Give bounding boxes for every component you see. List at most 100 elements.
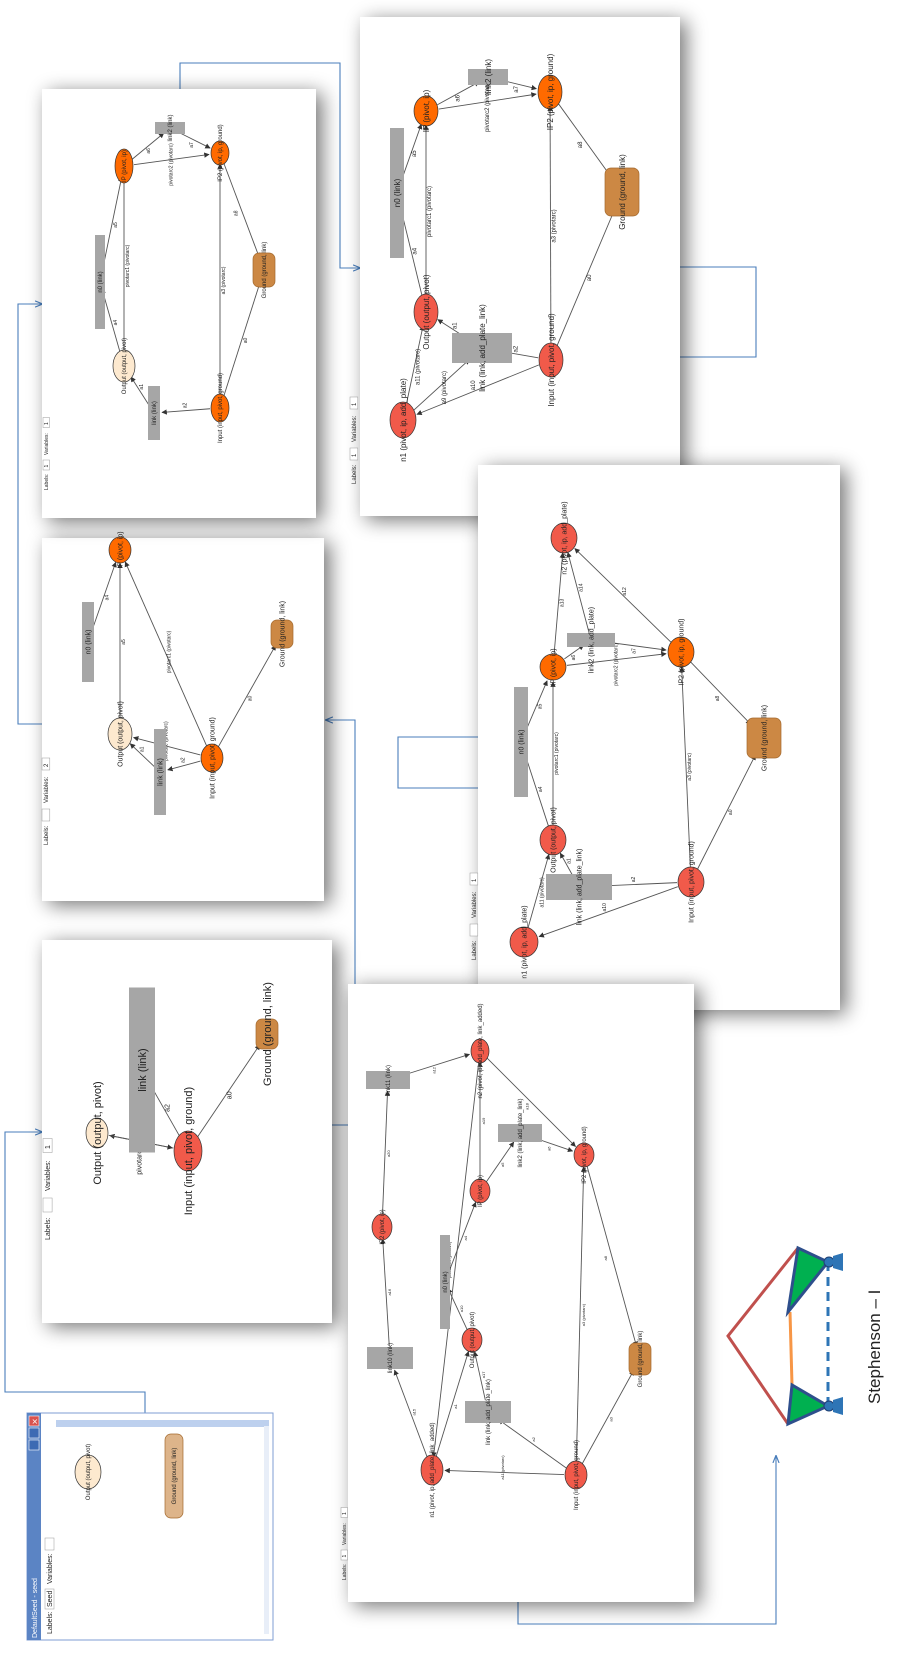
link-node[interactable] xyxy=(567,633,615,647)
variables-caption: Variables: xyxy=(45,1160,52,1191)
pivot-node[interactable] xyxy=(85,1117,109,1149)
variables-value: 1 xyxy=(472,878,478,882)
node-label: Input (input, pivot, ground) xyxy=(688,841,695,923)
pivot-node[interactable] xyxy=(74,1454,102,1490)
node-label: IP (pivot, ip) xyxy=(117,531,124,568)
node-label: IP (pivot, ip) xyxy=(550,648,557,685)
edge-label: a19 xyxy=(481,1117,486,1124)
labels-field[interactable] xyxy=(349,447,359,461)
edge-label: a8 xyxy=(715,696,721,702)
ground-node[interactable] xyxy=(270,619,294,649)
edge-p2-5 xyxy=(124,561,208,748)
pivot-node[interactable] xyxy=(550,522,578,554)
variables-field[interactable] xyxy=(42,417,50,428)
vertical-scrollbar[interactable] xyxy=(264,1426,269,1634)
close-button[interactable] xyxy=(28,1415,40,1427)
labels-field[interactable] xyxy=(42,1197,53,1213)
link-node[interactable] xyxy=(390,128,404,258)
edge-label: a11 (pivotarc) xyxy=(539,877,545,908)
pivot-node[interactable] xyxy=(564,1460,588,1490)
link-node[interactable] xyxy=(366,1071,410,1089)
graph-p5: a13 a14 a12 a6 a7 a5 a8 a4 a1 a2 a0 a10 a11 (pivotar… xyxy=(469,501,782,979)
pivot-node[interactable] xyxy=(173,1130,203,1172)
pivot-node[interactable] xyxy=(537,74,563,110)
maximize-button[interactable] xyxy=(28,1427,40,1439)
ground-node[interactable] xyxy=(164,1433,184,1519)
link-node[interactable] xyxy=(465,1401,511,1423)
pivot-node[interactable] xyxy=(469,1178,491,1204)
pivot-node[interactable] xyxy=(539,824,567,856)
labels-field[interactable] xyxy=(469,923,479,937)
node-label: link (link) xyxy=(157,758,164,786)
ground-node[interactable] xyxy=(604,167,640,217)
node-label: IP (pivot, ip) xyxy=(478,1175,484,1207)
seed-canvas[interactable] xyxy=(43,1420,269,1636)
pivot-node[interactable] xyxy=(509,926,539,958)
pivot-node[interactable] xyxy=(413,95,439,127)
ground-node[interactable] xyxy=(252,252,276,288)
edge-p4-8 xyxy=(416,364,540,416)
variables-field[interactable] xyxy=(41,757,51,771)
labels-field[interactable] xyxy=(44,1588,55,1610)
link-node[interactable] xyxy=(129,987,155,1153)
mech-orange-link xyxy=(788,1311,794,1386)
edge-label: a4 xyxy=(105,595,111,601)
node-label: IP (pivot, ip) xyxy=(122,150,128,182)
pivot-node[interactable] xyxy=(108,536,132,564)
link-node[interactable] xyxy=(367,1347,413,1369)
pivot-node[interactable] xyxy=(371,1213,393,1241)
link-node[interactable] xyxy=(148,386,160,440)
pivot-node[interactable] xyxy=(107,717,133,751)
variables-field[interactable] xyxy=(469,872,479,886)
labels-caption: Labels: xyxy=(45,1217,52,1240)
variables-field[interactable] xyxy=(44,1537,55,1551)
pivot-node[interactable] xyxy=(538,342,564,378)
link-node[interactable] xyxy=(514,687,528,797)
pivot-node[interactable] xyxy=(389,401,417,439)
link-node[interactable] xyxy=(154,729,166,815)
labels-field[interactable] xyxy=(41,808,51,822)
pivot-node[interactable] xyxy=(677,866,705,898)
node-label: link (link, add_plate_link) xyxy=(478,304,487,392)
labels-field[interactable] xyxy=(42,459,50,471)
link-node[interactable] xyxy=(498,1124,542,1142)
pivot-node[interactable] xyxy=(539,653,567,681)
node-label: Output (output, pivot) xyxy=(92,1081,104,1184)
edge-p6-9 xyxy=(586,1165,638,1347)
pivot-node[interactable] xyxy=(420,1454,444,1486)
pivot-node[interactable] xyxy=(413,293,439,331)
link-node[interactable] xyxy=(82,602,94,682)
link-node[interactable] xyxy=(95,235,105,329)
edge-label: a0 xyxy=(227,1091,234,1099)
labels-field[interactable] xyxy=(340,1549,348,1561)
node-label: IP2 (pivot, ip, ground) xyxy=(218,124,224,181)
ground-node[interactable] xyxy=(255,1018,279,1050)
pivot-node[interactable] xyxy=(210,393,230,423)
ground-node[interactable] xyxy=(628,1342,652,1376)
edge-label: a8 xyxy=(233,210,239,216)
minimize-button[interactable] xyxy=(28,1439,40,1451)
variables-field[interactable] xyxy=(349,396,359,410)
pivot-node[interactable] xyxy=(210,140,230,166)
pivot-node[interactable] xyxy=(667,636,695,668)
link-node[interactable] xyxy=(452,333,512,363)
edge-p5-13 xyxy=(679,666,691,869)
variables-field[interactable] xyxy=(42,1138,53,1153)
link-node[interactable] xyxy=(440,1235,450,1329)
pivot-node[interactable] xyxy=(573,1142,595,1168)
edge-label: a3 (pivotarc) xyxy=(552,209,558,242)
link-node[interactable] xyxy=(468,69,508,85)
ground-node[interactable] xyxy=(746,717,782,759)
pivot-node[interactable] xyxy=(114,148,134,184)
link-node[interactable] xyxy=(155,122,185,134)
edge-p6-16 xyxy=(444,1467,565,1476)
panel-p2 xyxy=(42,538,324,901)
pivot-node[interactable] xyxy=(470,1038,490,1064)
link-node[interactable] xyxy=(546,874,612,900)
pivot-node[interactable] xyxy=(461,1327,483,1353)
pivot-node[interactable] xyxy=(112,349,136,383)
pivot-node[interactable] xyxy=(200,743,224,773)
horizontal-scrollbar[interactable] xyxy=(56,1420,269,1427)
variables-field[interactable] xyxy=(340,1507,348,1518)
